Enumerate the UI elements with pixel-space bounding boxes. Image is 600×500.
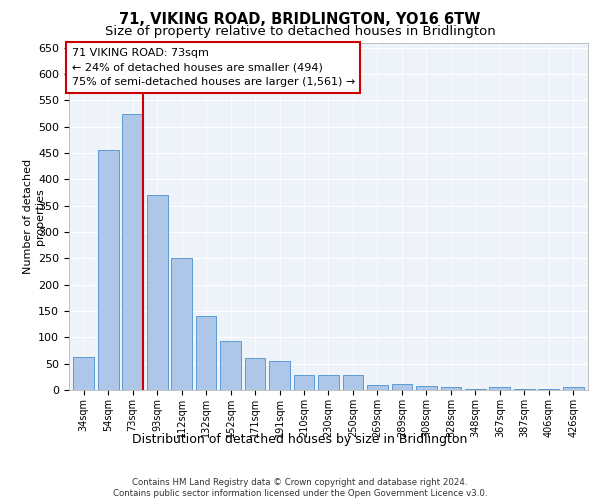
Text: Distribution of detached houses by size in Bridlington: Distribution of detached houses by size … — [133, 432, 467, 446]
Bar — [514, 389, 535, 390]
Bar — [269, 361, 290, 390]
Bar — [293, 376, 314, 390]
Bar — [220, 341, 241, 390]
Text: Contains HM Land Registry data © Crown copyright and database right 2024.
Contai: Contains HM Land Registry data © Crown c… — [113, 478, 487, 498]
Y-axis label: Number of detached
properties: Number of detached properties — [23, 158, 45, 274]
Text: 71, VIKING ROAD, BRIDLINGTON, YO16 6TW: 71, VIKING ROAD, BRIDLINGTON, YO16 6TW — [119, 12, 481, 28]
Bar — [147, 195, 167, 390]
Bar — [392, 384, 412, 390]
Bar — [538, 389, 559, 390]
Bar — [490, 387, 510, 390]
Text: 71 VIKING ROAD: 73sqm
← 24% of detached houses are smaller (494)
75% of semi-det: 71 VIKING ROAD: 73sqm ← 24% of detached … — [71, 48, 355, 88]
Bar — [367, 384, 388, 390]
Bar — [440, 388, 461, 390]
Bar — [196, 316, 217, 390]
Bar — [73, 358, 94, 390]
Bar — [122, 114, 143, 390]
Bar — [245, 358, 265, 390]
Bar — [563, 388, 584, 390]
Bar — [171, 258, 192, 390]
Bar — [318, 376, 339, 390]
Bar — [465, 389, 486, 390]
Text: Size of property relative to detached houses in Bridlington: Size of property relative to detached ho… — [104, 25, 496, 38]
Bar — [343, 376, 364, 390]
Bar — [98, 150, 119, 390]
Bar — [416, 386, 437, 390]
